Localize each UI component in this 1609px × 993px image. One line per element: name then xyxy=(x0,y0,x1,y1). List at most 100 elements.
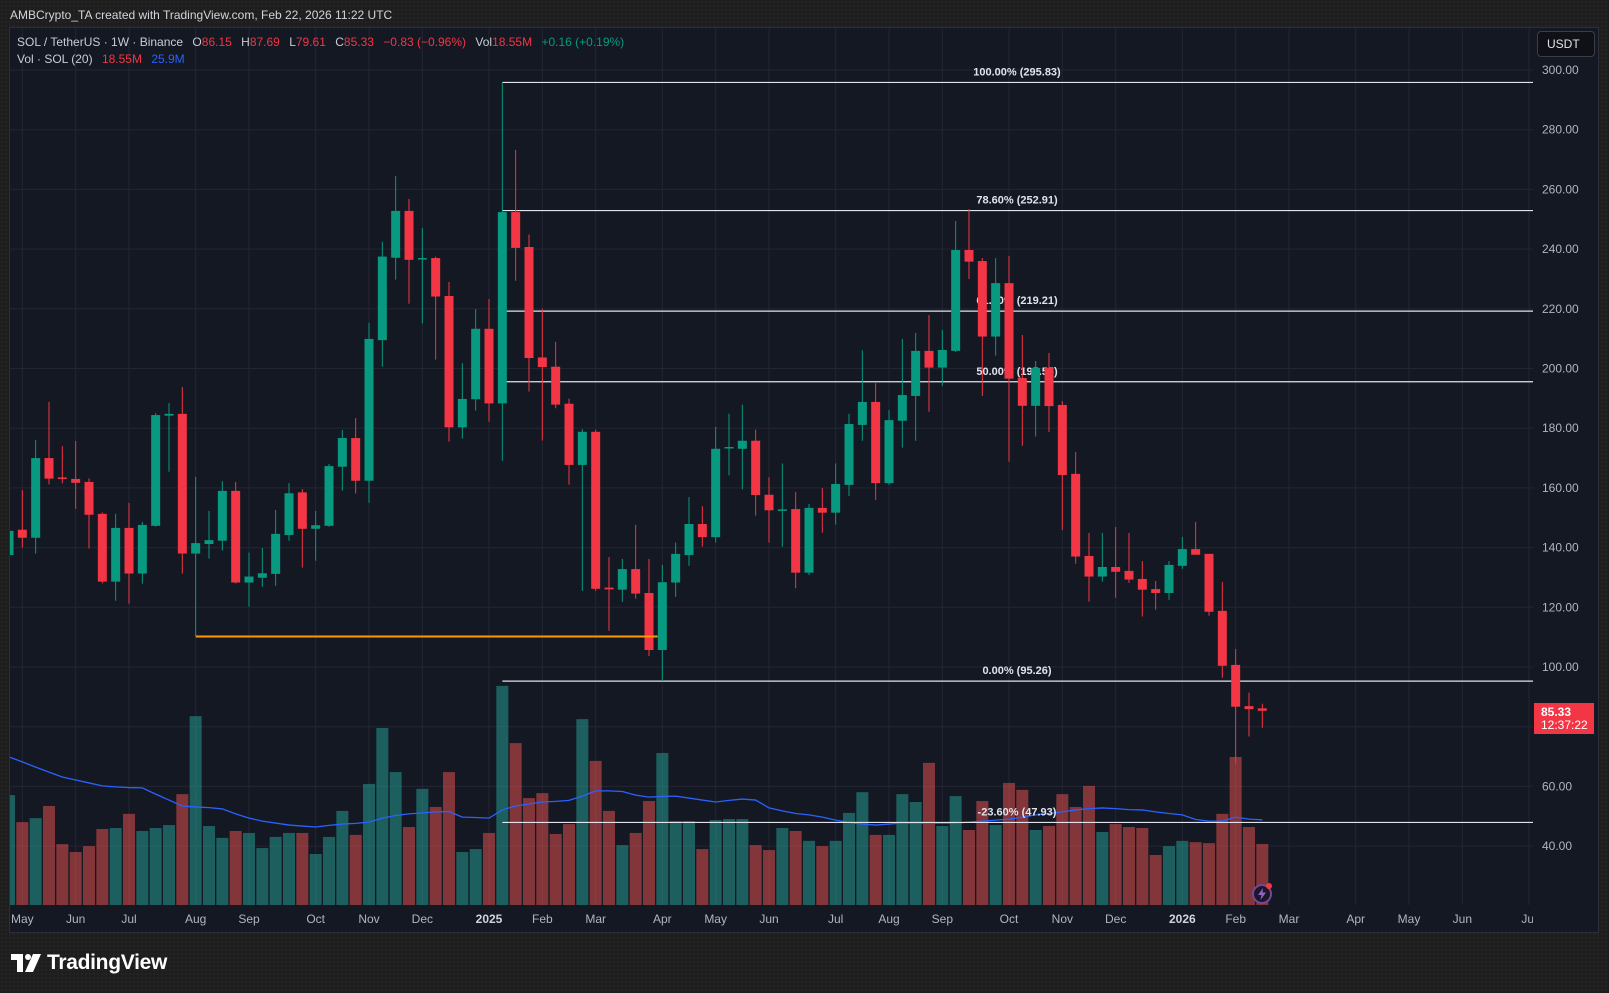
volume-bar xyxy=(323,836,335,905)
price-axis-label: 140.00 xyxy=(1542,541,1579,555)
tradingview-logo[interactable]: TradingView xyxy=(11,950,167,976)
price-axis-label: 160.00 xyxy=(1542,481,1579,495)
volume-bar xyxy=(256,848,269,905)
candle xyxy=(44,401,54,485)
notification-dot xyxy=(1266,883,1272,889)
volume-bar xyxy=(1003,782,1015,905)
candle xyxy=(844,413,854,496)
candle xyxy=(697,506,707,547)
candle xyxy=(671,542,681,597)
volume-bar xyxy=(136,830,149,905)
candle xyxy=(711,427,721,543)
volume-bar xyxy=(509,743,522,905)
fib-level-label: -23.60% (47.93) xyxy=(978,806,1057,818)
volume-bar xyxy=(829,840,842,905)
volume-bar xyxy=(923,762,935,905)
price-axis-label: 220.00 xyxy=(1542,302,1579,316)
tradingview-mark-icon xyxy=(11,954,41,972)
candle xyxy=(164,403,174,472)
price-axis[interactable]: 300.00 280.00 260.00 240.00 220.00 200.00 180.… xyxy=(1542,63,1579,853)
bar-countdown: 12:37:22 xyxy=(1541,718,1588,732)
candle xyxy=(617,558,627,602)
fib-level-label: 78.60% (252.91) xyxy=(976,195,1058,207)
lightning-alert-icon[interactable] xyxy=(1252,884,1272,904)
candle xyxy=(444,281,454,442)
time-axis-label: Apr xyxy=(653,912,672,926)
symbol-legend: SOL / TetherUS · 1W · Binance O86.15 H87… xyxy=(17,34,624,50)
price-axis-label: 100.00 xyxy=(1542,660,1579,674)
volume-bar xyxy=(456,852,469,905)
candle xyxy=(911,332,921,441)
volume-bar xyxy=(43,805,55,905)
candle xyxy=(577,429,587,591)
candle xyxy=(457,363,467,439)
candle xyxy=(431,256,441,360)
volume-bar xyxy=(1243,827,1255,905)
volume-bar xyxy=(989,825,1002,905)
candle xyxy=(1151,581,1161,610)
volume-bar xyxy=(1176,840,1189,905)
candle xyxy=(777,463,787,547)
indicator-volume-value: 18.55M xyxy=(101,52,142,66)
candle xyxy=(137,521,147,584)
time-axis[interactable]: May Jun Jul Aug Sep Oct Nov Dec 2025 Feb Mar Apr May… xyxy=(11,912,1537,926)
volume-bar xyxy=(523,798,535,905)
candle xyxy=(1124,532,1134,583)
volume-bar xyxy=(243,832,255,905)
candle xyxy=(217,481,227,551)
time-axis-label: Mar xyxy=(585,912,606,926)
price-axis-label: 40.00 xyxy=(1542,839,1572,853)
candle xyxy=(497,82,507,461)
time-axis-label: Feb xyxy=(532,912,553,926)
volume-bar xyxy=(69,852,82,905)
volume-bar xyxy=(976,801,989,905)
volume-bar xyxy=(563,824,575,905)
candle xyxy=(84,478,94,549)
candle xyxy=(1004,255,1014,462)
candle xyxy=(97,512,107,584)
low-value: 79.61 xyxy=(295,35,326,49)
volume-bar xyxy=(83,846,95,905)
indicator-name[interactable]: Vol · SOL (20) xyxy=(17,52,93,66)
fib-retracement[interactable]: 100.00% (295.83) 78.60% (252.91) 61.80% (2… xyxy=(502,66,1533,824)
symbol-title[interactable]: SOL / TetherUS · 1W · Binance xyxy=(17,35,184,49)
time-axis-label: Aug xyxy=(878,912,899,926)
time-axis-label: Dec xyxy=(412,912,433,926)
currency-button[interactable]: USDT xyxy=(1537,31,1595,57)
candle xyxy=(417,227,427,324)
volume-bar xyxy=(789,830,802,905)
candle xyxy=(1244,692,1254,737)
volume-bar xyxy=(229,830,242,905)
high-value: 87.69 xyxy=(249,35,280,49)
volume-bar xyxy=(149,828,162,905)
volume-bar xyxy=(1149,854,1162,905)
indicator-ma-value: 25.9M xyxy=(151,52,185,66)
candle xyxy=(1231,649,1241,764)
candle xyxy=(551,341,561,409)
candle xyxy=(964,209,974,279)
candle xyxy=(364,322,374,503)
candle xyxy=(271,509,281,586)
volume-bar xyxy=(896,794,909,905)
open-value: 86.15 xyxy=(201,35,232,49)
volume-bar xyxy=(283,832,295,905)
time-axis-label: 2026 xyxy=(1169,912,1196,926)
candle xyxy=(404,198,414,304)
volume-bar xyxy=(16,822,29,905)
price-axis-label: 120.00 xyxy=(1542,600,1579,614)
chart-pane[interactable] xyxy=(9,27,1599,933)
time-axis-label: Jun xyxy=(66,912,85,926)
volume-bar xyxy=(1136,828,1149,905)
candle xyxy=(124,502,134,604)
volume-bar xyxy=(576,719,589,905)
candle xyxy=(1084,532,1094,602)
volume-bar xyxy=(496,685,509,905)
candle xyxy=(31,440,41,554)
candle xyxy=(1191,521,1201,555)
candle xyxy=(1071,452,1081,564)
candle xyxy=(1111,527,1121,598)
volume-bar xyxy=(683,821,695,905)
candle xyxy=(537,308,547,441)
lightning-icon xyxy=(1258,888,1266,900)
